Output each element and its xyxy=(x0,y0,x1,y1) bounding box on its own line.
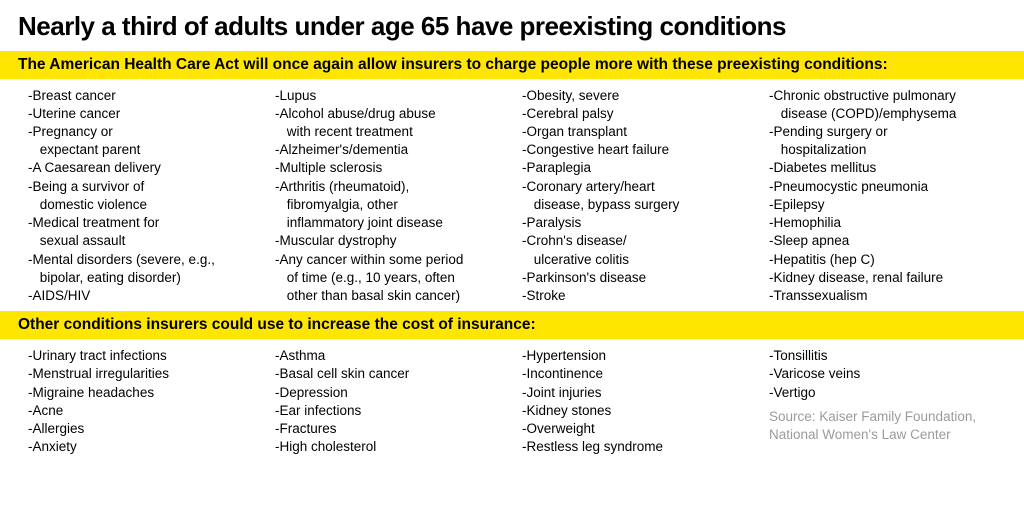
preexisting-col-4: -Chronic obstructive pulmonary disease (… xyxy=(769,87,1010,306)
list-item: -Being a survivor of domestic violence xyxy=(28,178,269,214)
list-item: -Hepatitis (hep C) xyxy=(769,251,1010,269)
list-item: -Basal cell skin cancer xyxy=(275,365,516,383)
list-item: -Pregnancy or expectant parent xyxy=(28,123,269,159)
list-item: -Migraine headaches xyxy=(28,384,269,402)
preexisting-col-2: -Lupus-Alcohol abuse/drug abuse with rec… xyxy=(275,87,516,306)
list-item: -Anxiety xyxy=(28,438,269,456)
list-item: -Hypertension xyxy=(522,347,763,365)
list-item: -Transsexualism xyxy=(769,287,1010,305)
other-col-4-list: -Tonsillitis-Varicose veins-Vertigo xyxy=(769,347,1010,402)
list-item: -Breast cancer xyxy=(28,87,269,105)
other-col-4: -Tonsillitis-Varicose veins-Vertigo Sour… xyxy=(769,347,1010,456)
preexisting-columns: -Breast cancer-Uterine cancer-Pregnancy … xyxy=(0,87,1024,312)
list-item: -Kidney disease, renal failure xyxy=(769,269,1010,287)
list-item: -Urinary tract infections xyxy=(28,347,269,365)
list-item: -AIDS/HIV xyxy=(28,287,269,305)
list-item: -Paraplegia xyxy=(522,159,763,177)
list-item: -Acne xyxy=(28,402,269,420)
list-item: -Chronic obstructive pulmonary disease (… xyxy=(769,87,1010,123)
preexisting-col-1: -Breast cancer-Uterine cancer-Pregnancy … xyxy=(28,87,269,306)
list-item: -Medical treatment for sexual assault xyxy=(28,214,269,250)
list-item: -Depression xyxy=(275,384,516,402)
list-item: -Alcohol abuse/drug abuse with recent tr… xyxy=(275,105,516,141)
list-item: -Diabetes mellitus xyxy=(769,159,1010,177)
list-item: -Paralysis xyxy=(522,214,763,232)
list-item: -Overweight xyxy=(522,420,763,438)
list-item: -Pneumocystic pneumonia xyxy=(769,178,1010,196)
list-item: -Muscular dystrophy xyxy=(275,232,516,250)
list-item: -Tonsillitis xyxy=(769,347,1010,365)
preexisting-col-3: -Obesity, severe-Cerebral palsy-Organ tr… xyxy=(522,87,763,306)
source-text: Source: Kaiser Family Foundation, Nation… xyxy=(769,408,1010,444)
list-item: -Incontinence xyxy=(522,365,763,383)
list-item: -Congestive heart failure xyxy=(522,141,763,159)
list-item: -Lupus xyxy=(275,87,516,105)
list-item: -Coronary artery/heart disease, bypass s… xyxy=(522,178,763,214)
list-item: -Epilepsy xyxy=(769,196,1010,214)
list-item: -Restless leg syndrome xyxy=(522,438,763,456)
other-col-1: -Urinary tract infections-Menstrual irre… xyxy=(28,347,269,456)
section-heading-preexisting: The American Health Care Act will once a… xyxy=(0,51,1024,79)
list-item: -Asthma xyxy=(275,347,516,365)
list-item: -High cholesterol xyxy=(275,438,516,456)
list-item: -Stroke xyxy=(522,287,763,305)
list-item: -Arthritis (rheumatoid), fibromyalgia, o… xyxy=(275,178,516,233)
list-item: -Mental disorders (severe, e.g., bipolar… xyxy=(28,251,269,287)
list-item: -A Caesarean delivery xyxy=(28,159,269,177)
list-item: -Allergies xyxy=(28,420,269,438)
list-item: -Uterine cancer xyxy=(28,105,269,123)
list-item: -Vertigo xyxy=(769,384,1010,402)
list-item: -Joint injuries xyxy=(522,384,763,402)
list-item: -Crohn's disease/ ulcerative colitis xyxy=(522,232,763,268)
list-item: -Any cancer within some period of time (… xyxy=(275,251,516,306)
list-item: -Hemophilia xyxy=(769,214,1010,232)
section-heading-other: Other conditions insurers could use to i… xyxy=(0,311,1024,339)
other-columns: -Urinary tract infections-Menstrual irre… xyxy=(0,347,1024,462)
list-item: -Kidney stones xyxy=(522,402,763,420)
other-col-3: -Hypertension-Incontinence-Joint injurie… xyxy=(522,347,763,456)
headline: Nearly a third of adults under age 65 ha… xyxy=(0,12,1024,51)
list-item: -Obesity, severe xyxy=(522,87,763,105)
other-col-2: -Asthma-Basal cell skin cancer-Depressio… xyxy=(275,347,516,456)
list-item: -Ear infections xyxy=(275,402,516,420)
list-item: -Organ transplant xyxy=(522,123,763,141)
list-item: -Parkinson's disease xyxy=(522,269,763,287)
list-item: -Sleep apnea xyxy=(769,232,1010,250)
list-item: -Alzheimer's/dementia xyxy=(275,141,516,159)
list-item: -Varicose veins xyxy=(769,365,1010,383)
list-item: -Menstrual irregularities xyxy=(28,365,269,383)
list-item: -Cerebral palsy xyxy=(522,105,763,123)
list-item: -Pending surgery or hospitalization xyxy=(769,123,1010,159)
list-item: -Multiple sclerosis xyxy=(275,159,516,177)
list-item: -Fractures xyxy=(275,420,516,438)
